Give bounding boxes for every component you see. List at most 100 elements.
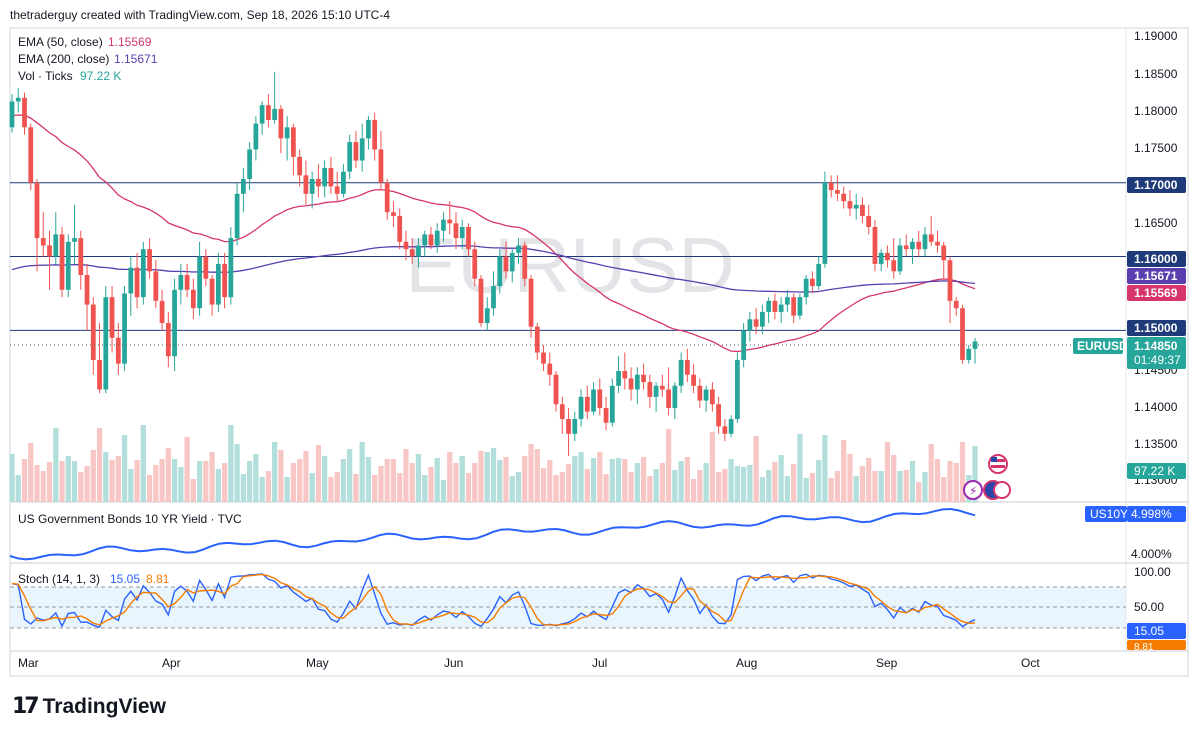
- candle[interactable]: [115, 323, 121, 375]
- candle[interactable]: [628, 367, 634, 401]
- candle[interactable]: [40, 212, 46, 257]
- candle[interactable]: [190, 278, 196, 320]
- candle[interactable]: [885, 245, 890, 268]
- candle[interactable]: [528, 275, 534, 338]
- candle[interactable]: [409, 238, 415, 264]
- candle[interactable]: [697, 378, 703, 408]
- candle[interactable]: [353, 131, 359, 168]
- candle[interactable]: [616, 356, 621, 394]
- candle[interactable]: [215, 252, 221, 312]
- candle[interactable]: [466, 223, 471, 257]
- candle[interactable]: [434, 223, 440, 253]
- candle[interactable]: [622, 352, 628, 390]
- candle[interactable]: [197, 241, 202, 316]
- candle[interactable]: [397, 208, 403, 250]
- candle[interactable]: [522, 241, 528, 287]
- candle[interactable]: [503, 241, 509, 279]
- candle[interactable]: [766, 297, 772, 324]
- candle[interactable]: [103, 286, 109, 394]
- candle[interactable]: [778, 297, 784, 324]
- candle[interactable]: [659, 374, 665, 397]
- candle[interactable]: [284, 116, 290, 161]
- candle[interactable]: [28, 123, 34, 191]
- candle[interactable]: [566, 407, 571, 456]
- candle[interactable]: [597, 378, 603, 416]
- candle[interactable]: [584, 385, 590, 420]
- candle[interactable]: [65, 234, 71, 298]
- candle[interactable]: [147, 238, 152, 279]
- candle[interactable]: [259, 101, 265, 135]
- candle[interactable]: [772, 293, 778, 320]
- candle[interactable]: [634, 367, 640, 405]
- candle[interactable]: [797, 293, 803, 320]
- candle[interactable]: [541, 345, 546, 372]
- candle[interactable]: [403, 230, 409, 261]
- candle[interactable]: [747, 311, 753, 342]
- candle[interactable]: [534, 323, 540, 360]
- candle[interactable]: [791, 293, 797, 324]
- candle[interactable]: [222, 252, 227, 309]
- candle[interactable]: [165, 311, 171, 368]
- candle[interactable]: [153, 260, 159, 309]
- candle[interactable]: [735, 352, 740, 423]
- candle[interactable]: [760, 304, 765, 335]
- candle[interactable]: [691, 363, 696, 394]
- candle[interactable]: [303, 160, 309, 205]
- candle[interactable]: [278, 105, 284, 154]
- candle[interactable]: [184, 263, 190, 298]
- candle[interactable]: [591, 382, 596, 416]
- candle[interactable]: [97, 323, 102, 394]
- candle[interactable]: [810, 271, 815, 294]
- candle[interactable]: [391, 201, 396, 228]
- candle[interactable]: [835, 175, 840, 202]
- candles[interactable]: [9, 71, 978, 456]
- candle[interactable]: [559, 396, 565, 434]
- candle[interactable]: [9, 94, 15, 133]
- tradingview-logo[interactable]: 17 TradingView: [12, 694, 166, 719]
- candle[interactable]: [866, 204, 872, 235]
- candle[interactable]: [84, 263, 90, 331]
- lightning-icon[interactable]: [963, 480, 983, 500]
- candle[interactable]: [847, 190, 853, 216]
- candle[interactable]: [266, 94, 271, 128]
- candle[interactable]: [484, 297, 490, 331]
- candle[interactable]: [272, 71, 278, 124]
- candle[interactable]: [822, 171, 828, 268]
- candle[interactable]: [441, 212, 446, 242]
- candle[interactable]: [785, 289, 790, 312]
- candle[interactable]: [547, 352, 553, 386]
- candle[interactable]: [34, 179, 40, 272]
- candle[interactable]: [453, 212, 459, 250]
- candle[interactable]: [578, 389, 584, 427]
- candle[interactable]: [928, 215, 934, 246]
- candle[interactable]: [447, 201, 453, 235]
- candle[interactable]: [15, 88, 21, 113]
- candle[interactable]: [140, 241, 146, 305]
- candle[interactable]: [109, 286, 115, 353]
- candle[interactable]: [59, 227, 65, 298]
- candle[interactable]: [372, 112, 378, 161]
- candle[interactable]: [509, 249, 515, 283]
- candle[interactable]: [334, 171, 340, 202]
- candle[interactable]: [178, 263, 184, 305]
- candle[interactable]: [966, 345, 972, 364]
- candle[interactable]: [553, 371, 559, 412]
- candle[interactable]: [422, 230, 428, 257]
- candle[interactable]: [853, 193, 859, 220]
- candle[interactable]: [960, 304, 965, 364]
- candle[interactable]: [253, 116, 259, 161]
- event-icons[interactable]: ⚡: [963, 454, 1011, 500]
- candle[interactable]: [953, 297, 959, 316]
- us-flag-icon[interactable]: [993, 481, 1011, 499]
- candle[interactable]: [122, 286, 127, 372]
- candle[interactable]: [347, 134, 353, 180]
- candle[interactable]: [935, 230, 940, 253]
- time-axis[interactable]: Mar Apr May Jun Jul Aug Sep Oct: [18, 656, 1040, 670]
- candle[interactable]: [703, 385, 709, 412]
- candle[interactable]: [172, 278, 177, 372]
- candle[interactable]: [728, 415, 734, 438]
- candle[interactable]: [384, 179, 390, 220]
- candle[interactable]: [922, 227, 928, 257]
- candle[interactable]: [910, 238, 915, 264]
